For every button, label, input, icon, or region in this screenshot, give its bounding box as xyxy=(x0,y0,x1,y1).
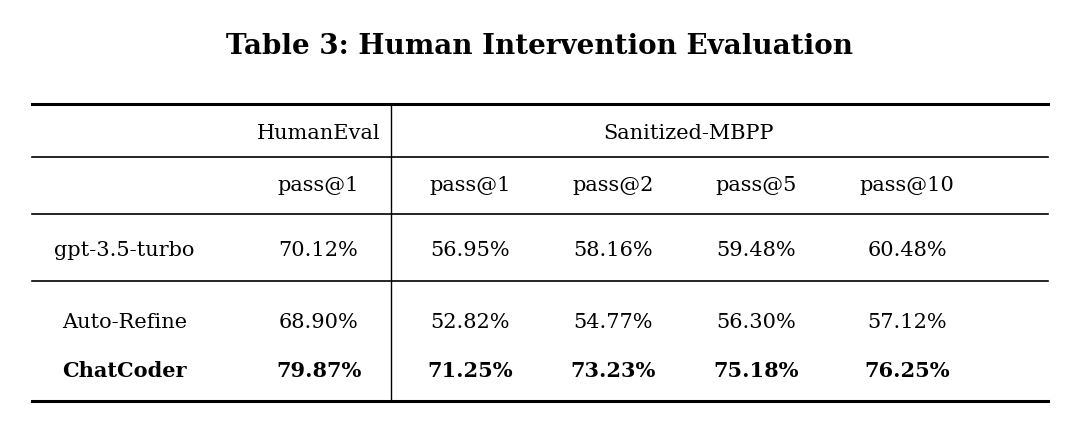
Text: 56.95%: 56.95% xyxy=(430,240,510,259)
Text: pass@10: pass@10 xyxy=(860,175,955,194)
Text: pass@1: pass@1 xyxy=(429,175,511,194)
Text: 52.82%: 52.82% xyxy=(430,312,510,332)
Text: Sanitized-MBPP: Sanitized-MBPP xyxy=(604,123,773,142)
Text: 79.87%: 79.87% xyxy=(275,360,362,380)
Text: HumanEval: HumanEval xyxy=(257,123,380,142)
Text: pass@5: pass@5 xyxy=(715,175,797,194)
Text: 57.12%: 57.12% xyxy=(867,312,947,332)
Text: gpt-3.5-turbo: gpt-3.5-turbo xyxy=(54,240,194,259)
Text: 70.12%: 70.12% xyxy=(279,240,359,259)
Text: pass@2: pass@2 xyxy=(572,175,654,194)
Text: 76.25%: 76.25% xyxy=(864,360,950,380)
Text: 75.18%: 75.18% xyxy=(713,360,799,380)
Text: 71.25%: 71.25% xyxy=(427,360,513,380)
Text: 58.16%: 58.16% xyxy=(573,240,653,259)
Text: 73.23%: 73.23% xyxy=(570,360,657,380)
Text: pass@1: pass@1 xyxy=(278,175,360,194)
Text: 68.90%: 68.90% xyxy=(279,312,359,332)
Text: Table 3: Human Intervention Evaluation: Table 3: Human Intervention Evaluation xyxy=(227,32,853,60)
Text: 60.48%: 60.48% xyxy=(867,240,947,259)
Text: Auto-Refine: Auto-Refine xyxy=(62,312,187,332)
Text: 54.77%: 54.77% xyxy=(573,312,653,332)
Text: 59.48%: 59.48% xyxy=(716,240,796,259)
Text: ChatCoder: ChatCoder xyxy=(62,360,187,380)
Text: 56.30%: 56.30% xyxy=(716,312,796,332)
